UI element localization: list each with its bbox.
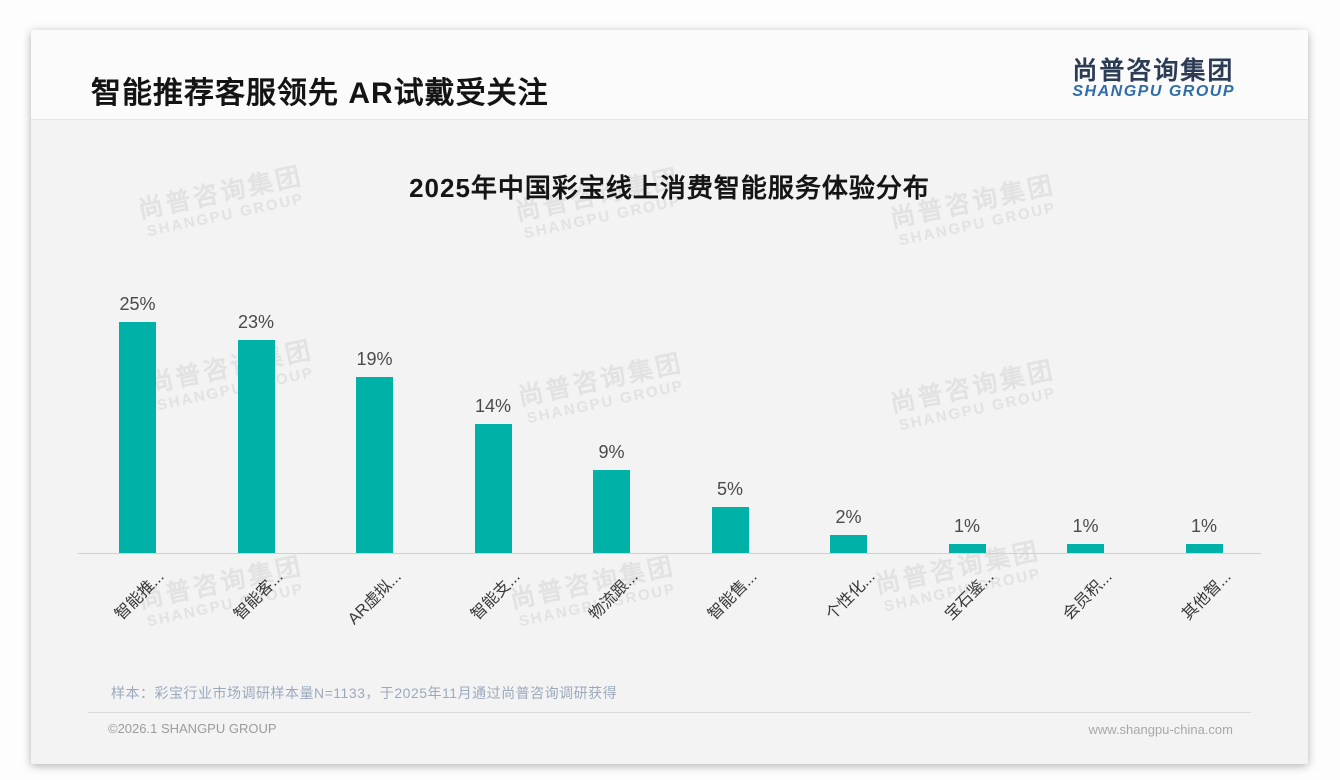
x-axis-label: 个性化... — [823, 568, 879, 624]
bar[interactable] — [711, 506, 749, 553]
bar[interactable] — [356, 377, 393, 553]
bar-value-label: 5% — [716, 478, 743, 499]
bar-value-label: 1% — [1072, 515, 1099, 536]
footer-website: www.shangpu-china.com — [1088, 722, 1233, 737]
bar-value-label: 1% — [1190, 515, 1217, 536]
bar-value-label: 2% — [835, 506, 862, 527]
bar-value-label: 19% — [356, 349, 393, 370]
plot: 25% 智能推... 23% 智能客... 19% AR虚拟... 14% 智能支... 9% 物… — [31, 30, 1308, 764]
footer-divider — [88, 712, 1251, 713]
x-axis-label: 物流跟... — [586, 568, 642, 624]
bar-value-label: 1% — [953, 515, 980, 536]
x-axis-line — [78, 553, 1261, 554]
bar-value-label: 14% — [474, 395, 512, 416]
bar[interactable] — [830, 534, 867, 553]
page-title: 智能推荐客服领先 AR试戴受关注 — [91, 77, 549, 110]
slide-header: 智能推荐客服领先 AR试戴受关注 尚普咨询集团 SHANGPU GROUP — [31, 30, 1308, 120]
x-axis-label: 其他智... — [1178, 568, 1235, 624]
source-note: 样本：彩宝行业市场调研样本量N=1133，于2025年11月通过尚普咨询调研获得 — [111, 685, 618, 701]
x-axis-label: AR虚拟... — [344, 568, 405, 629]
x-axis-label: 会员积... — [1060, 568, 1116, 624]
company-logo: 尚普咨询集团 SHANGPU GROUP — [1072, 58, 1235, 101]
chart-title: 2025年中国彩宝线上消费智能服务体验分布 — [409, 173, 930, 203]
slide-card: 智能推荐客服领先 AR试戴受关注 尚普咨询集团 SHANGPU GROUP 尚普… — [31, 30, 1308, 764]
logo-english-text: SHANGPU GROUP — [1072, 83, 1235, 101]
x-axis-label: 智能客... — [230, 568, 287, 624]
footer-copyright: ©2026.1 SHANGPU GROUP — [108, 721, 277, 736]
bar[interactable] — [237, 340, 275, 553]
logo-chinese-text: 尚普咨询集团 — [1072, 57, 1235, 85]
x-axis-label: 智能售... — [704, 568, 761, 624]
x-axis-label: 智能推... — [112, 568, 168, 624]
bar[interactable] — [1067, 543, 1104, 553]
bar[interactable] — [1185, 543, 1223, 553]
bar[interactable] — [948, 543, 986, 553]
x-axis-label: 宝石鉴... — [941, 568, 998, 624]
bar[interactable] — [593, 469, 630, 553]
x-axis-label: 智能支... — [467, 568, 524, 624]
bar-value-label: 25% — [119, 294, 156, 314]
bar-value-label: 9% — [598, 441, 625, 462]
bar-value-label: 23% — [237, 312, 275, 333]
bar[interactable] — [474, 423, 512, 553]
bar[interactable] — [119, 322, 156, 553]
